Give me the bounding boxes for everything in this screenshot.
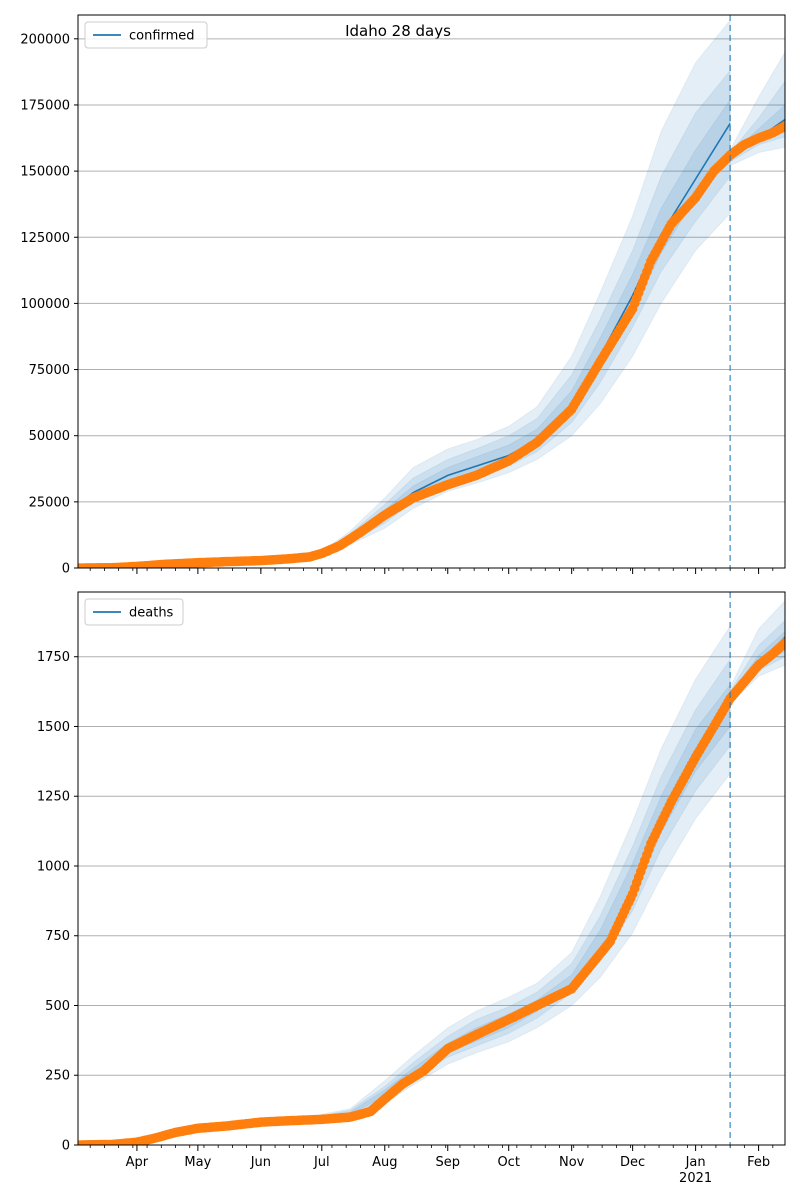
y-tick-label: 100000 [20, 297, 70, 312]
y-tick-label: 250 [45, 1069, 70, 1084]
x-tick-label: Dec [620, 1155, 645, 1170]
y-tick-label: 25000 [29, 495, 70, 510]
y-tick-label: 0 [62, 1139, 70, 1154]
plot-area [78, 18, 785, 568]
observed-point [780, 121, 785, 131]
y-tick-label: 150000 [20, 165, 70, 180]
y-tick-label: 50000 [29, 429, 70, 444]
x-year-label: 2021 [679, 1171, 712, 1186]
legend-label: confirmed [129, 29, 195, 44]
observed-series [78, 121, 785, 568]
y-tick-label: 1250 [37, 790, 70, 805]
plot-area [78, 600, 785, 1145]
x-tick-label: Oct [497, 1155, 519, 1170]
y-tick-label: 1000 [37, 859, 70, 874]
observed-series [78, 638, 785, 1145]
y-tick-label: 175000 [20, 98, 70, 113]
x-tick-label: Sep [435, 1155, 460, 1170]
x-tick-label: Aug [372, 1155, 397, 1170]
y-tick-label: 1750 [37, 650, 70, 665]
x-tick-label: Jan [685, 1155, 706, 1170]
legend-box [84, 21, 208, 49]
y-tick-label: 500 [45, 999, 70, 1014]
deaths-panel: 0 250 500 750 1000 1250 1500 1750 Apr May Jun Jul Au… [37, 591, 786, 1186]
x-tick-label: Feb [747, 1155, 770, 1170]
x-tick-label: Apr [126, 1155, 149, 1170]
x-tick-label: May [184, 1155, 211, 1170]
legend-box [84, 598, 184, 626]
confirmed-panel: 0 25000 50000 75000 100000 125000 150000 175000… [20, 14, 786, 577]
chart-title: Idaho 28 days [345, 22, 451, 40]
legend: deaths [84, 598, 184, 626]
y-tick-label: 75000 [29, 363, 70, 378]
y-tick-label: 200000 [20, 32, 70, 47]
y-tick-label: 750 [45, 929, 70, 944]
x-tick-label: Jul [313, 1155, 330, 1170]
x-tick-label: Jun [250, 1155, 271, 1170]
legend: confirmed [84, 21, 208, 49]
legend-label: deaths [129, 606, 174, 621]
y-tick-label: 0 [62, 562, 70, 577]
y-tick-label: 1500 [37, 720, 70, 735]
x-tick-label: Nov [559, 1155, 585, 1170]
observed-point [780, 638, 785, 648]
y-tick-label: 125000 [20, 231, 70, 246]
